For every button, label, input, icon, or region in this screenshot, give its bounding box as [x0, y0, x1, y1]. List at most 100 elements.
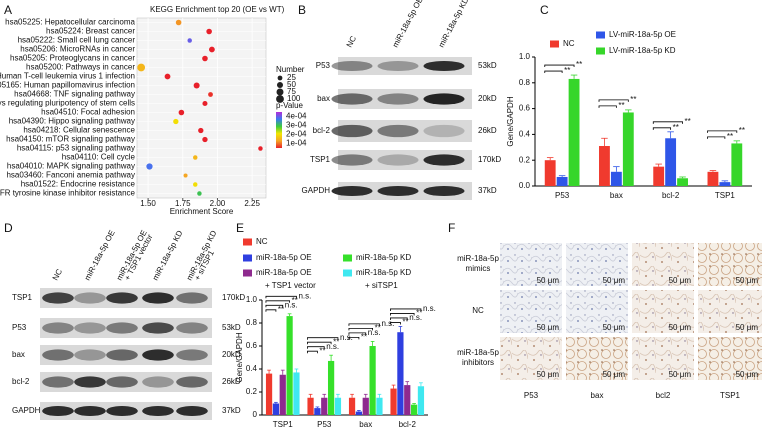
column-label: bax — [591, 391, 604, 400]
y-tick-label: 0.4 — [246, 364, 258, 373]
panel-label: C — [540, 3, 549, 17]
dot — [258, 146, 263, 151]
band — [331, 154, 373, 166]
legend-label: 25 — [287, 73, 296, 82]
row-label: GAPDH — [302, 186, 331, 195]
x-tick-label: bcl-2 — [399, 420, 417, 429]
band — [142, 292, 174, 304]
size-label: 26kD — [222, 377, 241, 386]
significance-bracket — [390, 308, 422, 311]
legend-swatch — [550, 40, 559, 48]
panel-label: B — [298, 3, 306, 17]
size-label: 53kD — [222, 323, 241, 332]
bar — [568, 78, 580, 186]
band — [423, 60, 465, 72]
bar — [677, 178, 688, 186]
bar — [362, 397, 369, 415]
y-tick-label: 1.0 — [519, 52, 531, 61]
bar — [293, 372, 300, 415]
band — [74, 322, 106, 334]
band — [176, 349, 208, 361]
band — [106, 405, 138, 417]
bar — [556, 176, 568, 186]
ihc-image — [500, 337, 562, 380]
ihc-image — [500, 290, 562, 333]
legend-label: LV-miR-18a-5p OE — [609, 30, 676, 39]
band — [176, 292, 208, 304]
significance-label: n.s. — [340, 333, 353, 342]
size-label: 20kD — [222, 350, 241, 359]
band — [106, 322, 138, 334]
legend-label: miR-18a-5p OE — [256, 253, 312, 262]
panel-label: E — [236, 221, 244, 235]
y-tick-label: 0 — [253, 410, 258, 419]
dot — [183, 173, 188, 178]
legend-title: p-Value — [276, 101, 304, 110]
scale-bar-label: 50 μm — [603, 370, 626, 379]
bar — [321, 397, 328, 415]
dot — [193, 155, 198, 160]
size-label: 37kD — [478, 186, 497, 195]
size-label: 37kD — [222, 406, 241, 415]
legend-label: 75 — [287, 87, 296, 96]
legend-label: NC — [563, 39, 575, 48]
legend-label: 1e-04 — [286, 139, 307, 148]
row-label: TSP1 — [310, 155, 331, 164]
y-tick-label: hsa05165: Human papillomavirus infection — [0, 81, 135, 90]
legend-label: + siTSP1 — [365, 281, 398, 290]
x-axis-label: Enrichment Score — [170, 207, 234, 216]
band — [106, 376, 138, 388]
dot — [193, 82, 200, 89]
band — [142, 376, 174, 388]
bar — [286, 316, 293, 415]
significance-label: ** — [727, 132, 733, 141]
x-tick-label: 2.25 — [244, 199, 260, 208]
dot — [193, 182, 198, 187]
x-tick-label: TSP1 — [273, 420, 294, 429]
dot — [173, 118, 179, 125]
band — [106, 349, 138, 361]
dot — [146, 163, 153, 170]
dot — [197, 191, 202, 196]
bar — [544, 160, 556, 186]
significance-bracket — [265, 300, 290, 303]
significance-bracket — [598, 105, 617, 108]
band — [176, 405, 208, 417]
ihc-image — [698, 337, 762, 380]
scale-bar-label: 50 μm — [736, 323, 759, 332]
legend-label: LV-miR-18a-5p KD — [609, 46, 676, 55]
scale-bar-label: 50 μm — [669, 370, 692, 379]
y-tick-label: hsa05200: Pathways in cancer — [26, 63, 135, 72]
y-axis-label: Gene/GAPDH — [506, 96, 515, 146]
significance-label: n.s. — [326, 342, 339, 351]
x-tick-label: TSP1 — [715, 191, 736, 200]
significance-label: ** — [685, 117, 691, 126]
bar — [397, 332, 404, 415]
y-tick-label: hsa04010: MAPK signaling pathway — [7, 162, 135, 171]
band — [331, 60, 373, 72]
legend-dot — [276, 81, 284, 89]
y-axis-label: Gene/GAPDH — [235, 332, 244, 382]
bar — [307, 397, 314, 415]
legend-label: + TSP1 vector — [265, 281, 316, 290]
significance-bracket — [307, 337, 339, 340]
legend-swatch — [343, 269, 352, 277]
y-tick-label: 0.2 — [246, 387, 258, 396]
band — [42, 322, 74, 334]
band — [74, 292, 106, 304]
dot — [208, 92, 213, 97]
column-label: bcl2 — [656, 391, 671, 400]
x-tick-label: bax — [359, 420, 372, 429]
significance-bracket — [307, 346, 325, 349]
x-tick-label: P53 — [555, 191, 570, 200]
significance-label: ** — [361, 333, 367, 342]
bar — [279, 374, 286, 415]
y-tick-label: hsa05222: Small cell lung cancer — [18, 36, 136, 45]
significance-bracket — [652, 121, 683, 124]
y-tick-label: hsa04510: Focal adhesion — [41, 108, 135, 117]
legend-dot — [277, 75, 283, 81]
significance-bracket — [348, 323, 380, 326]
ihc-image — [566, 243, 628, 286]
scale-bar-label: 50 μm — [537, 370, 560, 379]
